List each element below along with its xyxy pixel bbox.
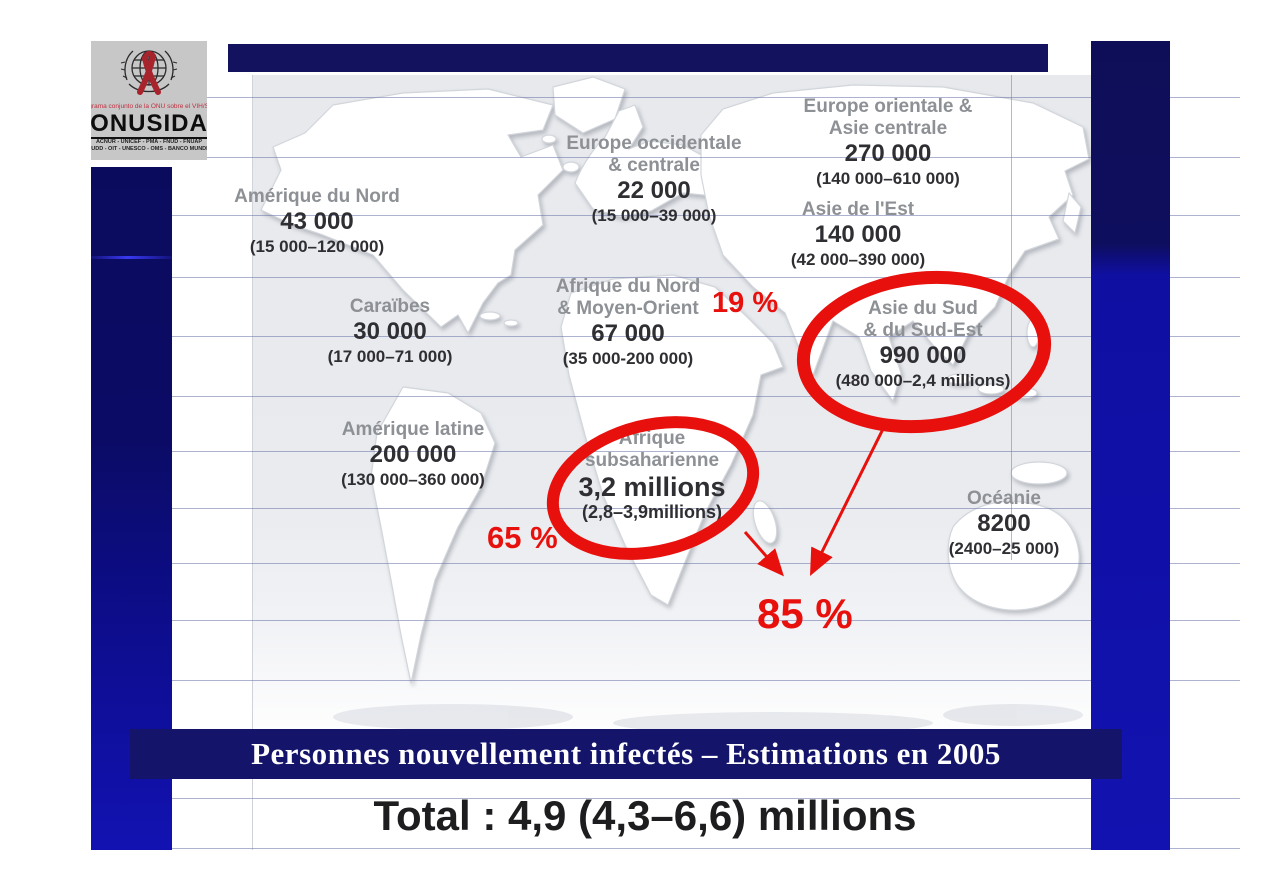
region-name: Asie de l'Est [801,199,915,220]
map-europe [574,104,746,218]
grid-line [172,563,1240,564]
left-accent-highlight [91,256,172,259]
region-range: (2400–25 000) [948,539,1060,558]
map-australia [947,500,1080,611]
region-europe-orientale: Europe orientale & Asie centrale 270 000… [804,96,973,189]
percent-label-combined: 85 % [757,590,853,637]
grid-line [172,277,1240,278]
grid-line [172,157,1240,158]
grid-line [172,798,1240,799]
region-europe-occidentale: Europe occidentale & centrale 22 000 (15… [566,133,741,226]
percent-label-mena: 19 % [712,287,779,319]
region-range: (2,8–3,9millions) [581,502,723,522]
grid-line [172,97,1240,98]
region-afrique-subsaharienne: Afrique subsaharienne 3,2 millions (2,8–… [578,428,725,523]
region-range: (15 000–39 000) [591,206,717,225]
region-value: 67 000 [591,320,665,347]
region-value: 30 000 [353,318,427,345]
region-value: 3,2 millions [578,472,726,502]
region-range: (140 000–610 000) [816,169,960,188]
right-accent-bar [1091,41,1170,850]
region-range: (15 000–120 000) [249,237,385,256]
grid-line [172,215,1240,216]
logo-tagline: Programa conjunto de la ONU sobre el VIH… [91,103,207,110]
percent-label-subsaharan: 65 % [487,520,558,555]
grid-line [172,396,1240,397]
region-amerique-du-nord: Amérique du Nord 43 000 (15 000–120 000) [234,186,400,257]
region-afrique-du-nord: Afrique du Nord & Moyen-Orient 67 000 (3… [556,276,701,369]
region-range: (42 000–390 000) [790,250,926,269]
region-range: (480 000–2,4 millions) [835,371,1011,390]
map-north-america [260,88,564,334]
total-label: Total : 4,9 (4,3–6,6) millions [373,792,917,839]
region-value: 270 000 [844,140,932,167]
grid-line [172,680,1240,681]
region-asie-du-sud: Asie du Sud & du Sud-Est 990 000 (480 00… [836,298,1011,391]
region-range: (35 000-200 000) [562,349,694,368]
title-bar: Personnes nouvellement infectés – Estima… [130,729,1122,779]
region-name: Europe orientale & Asie centrale [803,96,973,139]
logo-wordmark: ONUSIDA [91,111,207,139]
un-emblem-icon [120,50,178,95]
slide-title: Personnes nouvellement infectés – Estima… [251,736,1001,771]
region-name: Amérique latine [341,419,485,440]
grid-line [172,848,1240,849]
region-name: Europe occidentale & centrale [566,133,742,176]
region-amerique-latine: Amérique latine 200 000 (130 000–360 000… [341,419,485,490]
region-range: (17 000–71 000) [327,347,453,366]
logo-cosponsors-line1: ACNUR - UNICEF - PMA - FNUD - FNUAP [95,139,203,145]
region-asie-de-l-est: Asie de l'Est 140 000 (42 000–390 000) [791,199,925,270]
region-name: Asie du Sud & du Sud-Est [863,298,983,341]
map-panel [252,75,1094,850]
map-south-america [370,386,496,684]
region-name: Amérique du Nord [234,186,400,207]
region-oceanie: Océanie 8200 (2400–25 000) [949,488,1060,559]
region-name: Caraïbes [349,296,431,317]
region-name: Afrique subsaharienne [584,428,720,471]
region-value: 140 000 [814,221,902,248]
region-value: 990 000 [879,342,967,369]
region-name: Afrique du Nord & Moyen-Orient [555,276,701,319]
grid-line [172,336,1240,337]
region-caraibes: Caraïbes 30 000 (17 000–71 000) [328,296,453,367]
top-accent-bar [228,44,1048,72]
grid-line [172,620,1240,621]
logo-cosponsors-line2: ONUDD - OIT - UNESCO - OMS - BANCO MUNDI… [91,145,207,152]
region-name: Océanie [967,488,1041,509]
region-range: (130 000–360 000) [341,470,485,489]
region-value: 22 000 [617,177,691,204]
onusida-logo: Programa conjunto de la ONU sobre el VIH… [91,41,207,160]
region-value: 43 000 [280,208,354,235]
region-value: 200 000 [369,441,457,468]
region-value: 8200 [977,510,1031,537]
